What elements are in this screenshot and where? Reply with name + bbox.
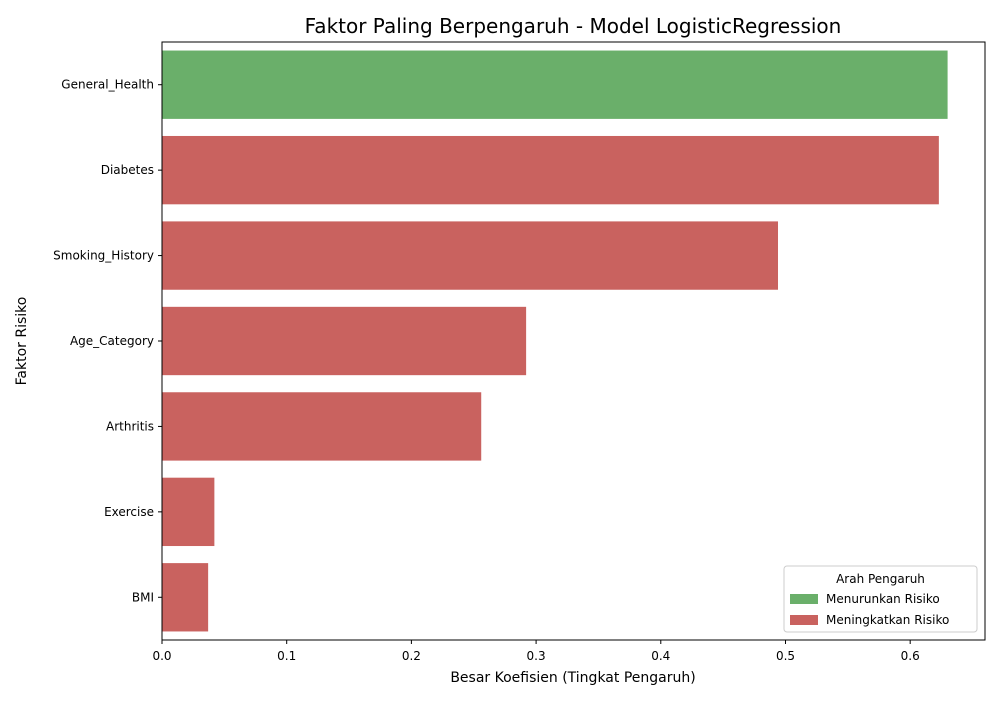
legend-label: Menurunkan Risiko [826, 592, 940, 606]
bar-smoking-history [162, 221, 779, 290]
bar-age-category [162, 306, 527, 376]
legend-swatch [790, 594, 818, 604]
y-axis-title: Faktor Risiko [14, 297, 30, 386]
legend-box [783, 565, 978, 633]
x-tick-label: 0.1 [277, 649, 296, 663]
legend-label: Meningkatkan Risiko [826, 613, 949, 627]
y-tick-label: Smoking_History [53, 249, 154, 263]
bar-exercise [162, 477, 215, 547]
x-tick-label: 0.5 [776, 649, 795, 663]
bar-arthritis [162, 392, 482, 461]
plot-frame [161, 41, 986, 641]
x-tick-label: 0.2 [402, 649, 421, 663]
y-tick-label: Exercise [104, 505, 154, 519]
bars-layer [162, 50, 948, 632]
legend-swatch [790, 615, 818, 625]
y-tick-label: Diabetes [101, 163, 154, 177]
bar-bmi [162, 563, 209, 632]
legend-title: Arah Pengaruh [836, 572, 925, 586]
y-tick-label: Age_Category [70, 334, 154, 348]
x-tick-label: 0.0 [152, 649, 171, 663]
x-axis-title: Besar Koefisien (Tingkat Pengaruh) [450, 670, 695, 686]
y-tick-label: BMI [132, 590, 154, 604]
y-tick-label: Arthritis [106, 419, 154, 433]
x-tick-label: 0.6 [901, 649, 920, 663]
axes-layer: General_Health Diabetes Smoking_History Age… [53, 41, 986, 663]
x-tick-label: 0.3 [527, 649, 546, 663]
bar-general-health [162, 50, 948, 119]
y-tick-label: General_Health [61, 78, 154, 92]
bar-diabetes [162, 135, 939, 205]
legend: Arah Pengaruh Menurunkan Risiko Meningkatk… [783, 565, 978, 633]
chart-title: Faktor Paling Berpengaruh - Model Logist… [305, 14, 842, 38]
x-tick-label: 0.4 [651, 649, 670, 663]
